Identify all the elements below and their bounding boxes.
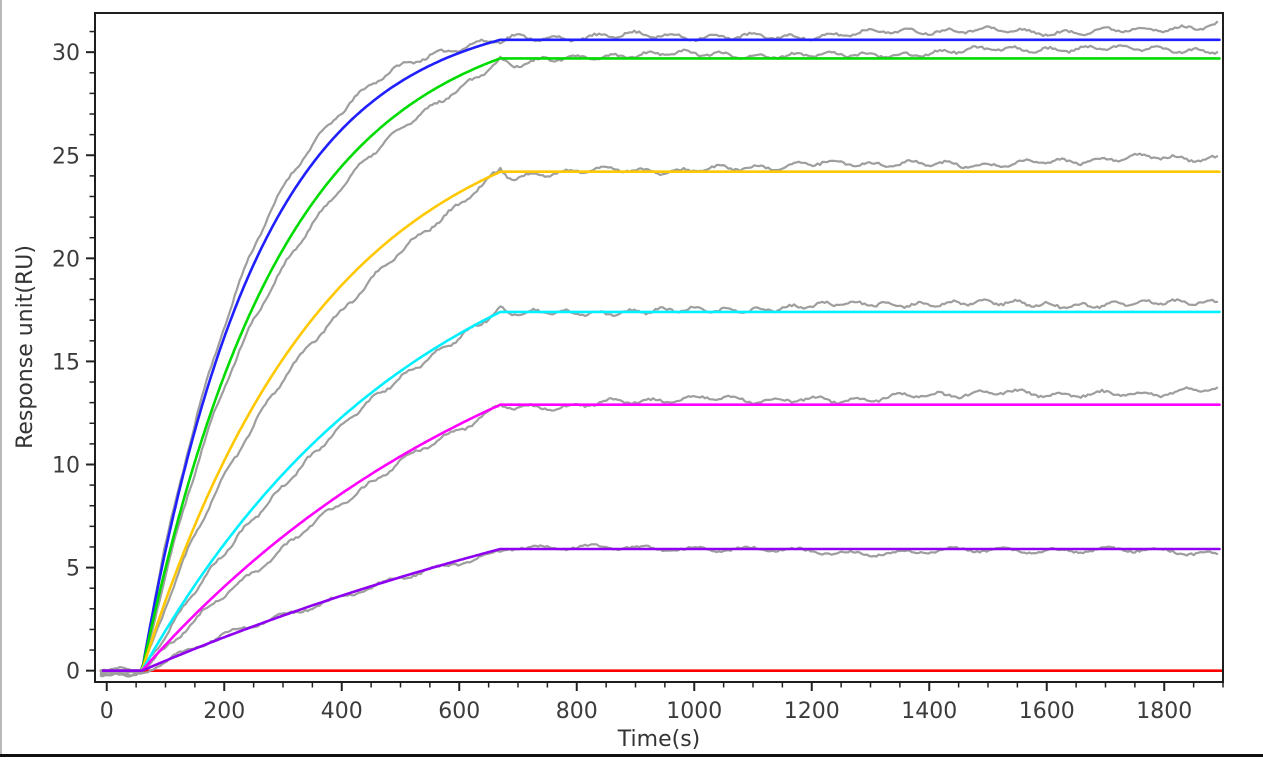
x-tick-label: 200 (203, 699, 245, 724)
measured-2-trace (99, 44, 1219, 676)
x-tick-label: 800 (556, 699, 598, 724)
y-tick-label: 10 (52, 453, 80, 478)
series-group (99, 20, 1223, 678)
fit-5-curve (101, 403, 1221, 672)
y-axis-label: Response unit(RU) (13, 245, 38, 449)
measured-5-trace (99, 386, 1219, 674)
measured-1-trace (99, 20, 1219, 677)
x-axis-label: Time(s) (617, 727, 700, 752)
plot-frame (94, 12, 1224, 683)
window-bottom-border (0, 754, 1263, 757)
y-tick-label: 15 (52, 350, 80, 375)
axis-ticks-group: 0 200 400 600 800 1000 1200 1400 1600 1800 0 5 10 15 2… (52, 30, 1224, 724)
x-tick-label: 1400 (901, 699, 957, 724)
fit-4-curve (101, 310, 1221, 672)
fit-1-curve (101, 38, 1221, 672)
x-tick-label: 1200 (784, 699, 840, 724)
y-tick-label: 30 (52, 41, 80, 66)
y-tick-label: 20 (52, 247, 80, 272)
x-tick-label: 1800 (1136, 699, 1192, 724)
measured-6-trace (99, 543, 1219, 678)
y-tick-label: 0 (66, 660, 80, 685)
measured-3-trace (99, 152, 1219, 678)
fit-6-curve (101, 547, 1221, 672)
x-tick-label: 1600 (1019, 699, 1075, 724)
fit-2-curve (101, 57, 1221, 672)
x-tick-label: 1000 (666, 699, 722, 724)
y-tick-label: 25 (52, 144, 80, 169)
x-tick-label: 600 (438, 699, 480, 724)
window-left-border (0, 0, 2, 756)
x-tick-label: 400 (321, 699, 363, 724)
measured-4-trace (99, 298, 1219, 677)
fit-3-curve (101, 170, 1221, 672)
y-tick-label: 5 (66, 557, 80, 582)
x-tick-label: 0 (100, 699, 114, 724)
